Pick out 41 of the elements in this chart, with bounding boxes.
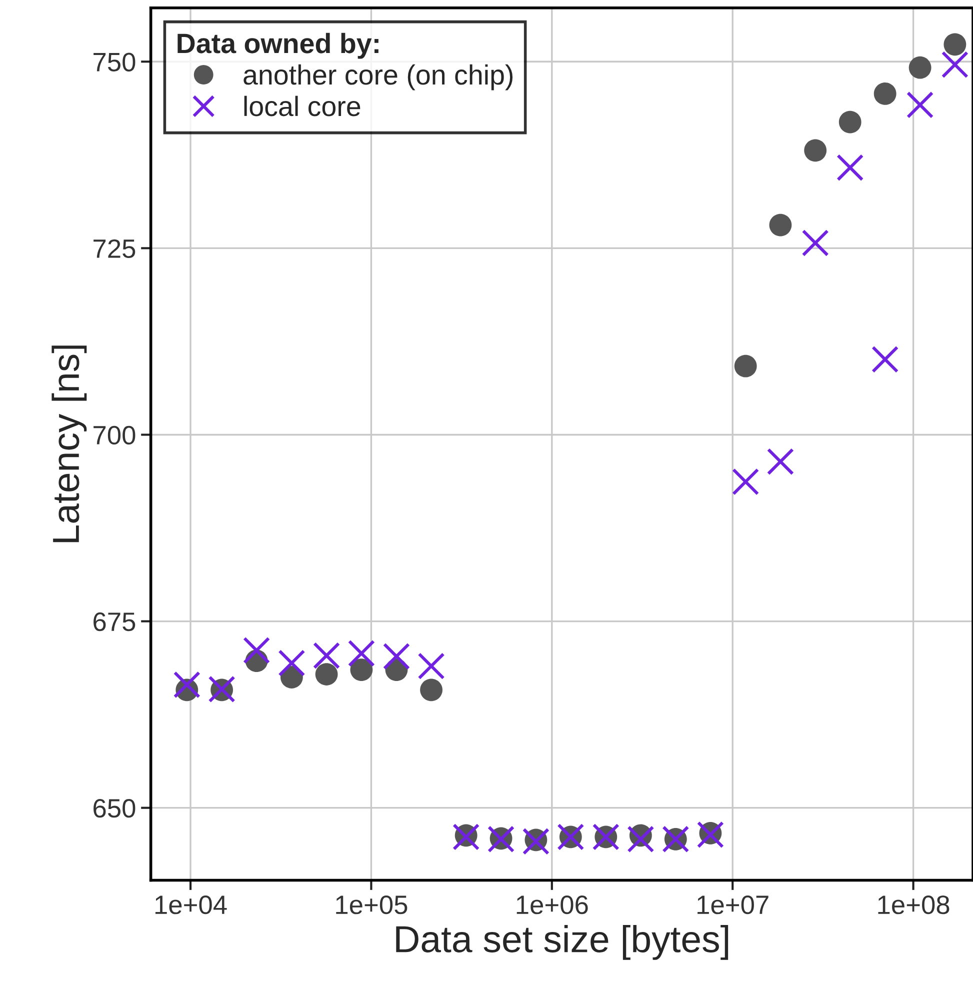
point	[804, 139, 827, 162]
y-tick-label: 700	[94, 426, 136, 445]
x-tick-label: 1e+07	[698, 895, 768, 914]
legend-label: another core (on chip)	[244, 64, 513, 90]
point	[941, 51, 968, 78]
legend-title: Data owned by:	[178, 32, 378, 59]
point	[769, 214, 792, 236]
point	[350, 658, 373, 681]
x-tick-label: 1e+06	[516, 895, 588, 914]
point	[420, 678, 442, 702]
point	[315, 663, 338, 686]
y-tick-label: 750	[94, 52, 136, 72]
point	[908, 56, 932, 79]
point	[874, 82, 896, 105]
x-axis-title: Data set size [bytes]	[396, 924, 728, 960]
point	[734, 354, 757, 378]
y-tick-label: 725	[94, 239, 136, 258]
y-axis-title: Latency [ns]	[52, 346, 87, 542]
point	[242, 636, 270, 664]
point	[418, 652, 445, 680]
y-tick-label: 650	[94, 798, 136, 818]
point	[696, 821, 724, 848]
point	[906, 91, 934, 118]
point	[872, 346, 899, 373]
x-tick-label: 1e+04	[155, 895, 227, 914]
x-tick-label: 1e+08	[878, 895, 950, 914]
point	[766, 448, 794, 476]
legend-label: local core	[244, 96, 360, 116]
point	[836, 154, 864, 182]
point	[944, 33, 966, 56]
point	[382, 642, 410, 670]
point	[312, 642, 340, 670]
point	[802, 229, 829, 257]
point	[278, 650, 306, 677]
y-tick-label: 675	[94, 612, 136, 632]
x-tick-label: 1e+05	[336, 895, 408, 914]
point	[627, 826, 654, 853]
point	[838, 110, 862, 134]
point	[348, 640, 375, 667]
point	[732, 468, 760, 496]
point	[173, 671, 200, 698]
